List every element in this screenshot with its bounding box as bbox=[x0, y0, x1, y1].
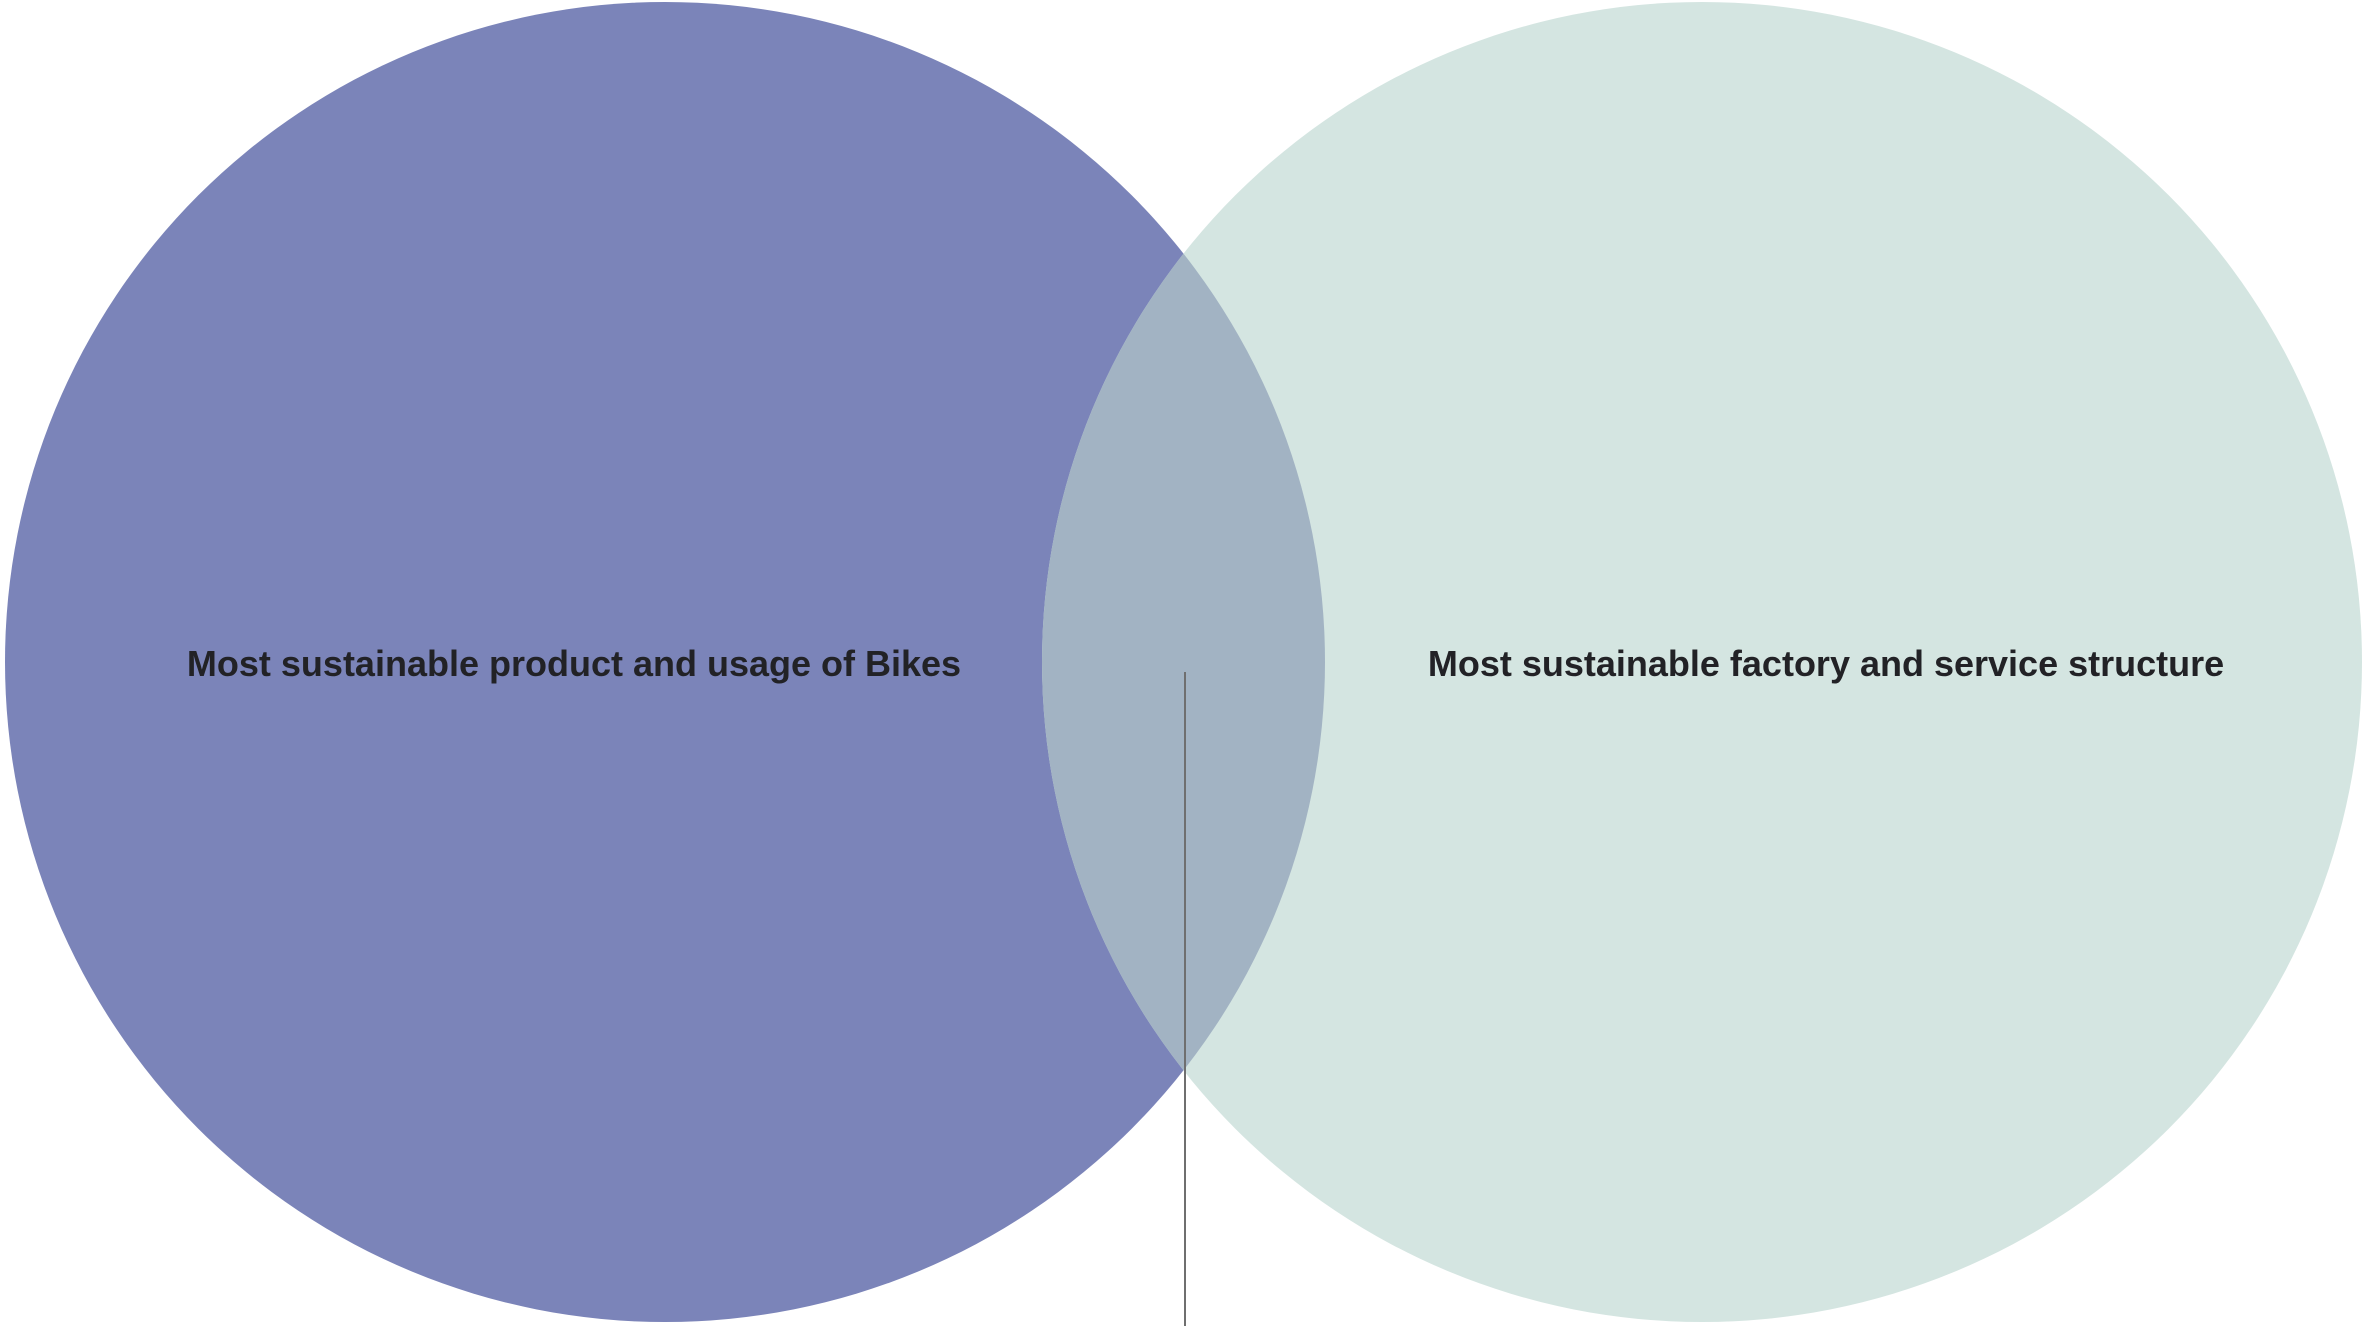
venn-circle-left bbox=[5, 2, 1325, 1322]
venn-label-left: Most sustainable product and usage of Bi… bbox=[187, 643, 961, 684]
venn-label-right: Most sustainable factory and service str… bbox=[1428, 643, 2224, 684]
venn-circle-right bbox=[1042, 2, 2362, 1322]
